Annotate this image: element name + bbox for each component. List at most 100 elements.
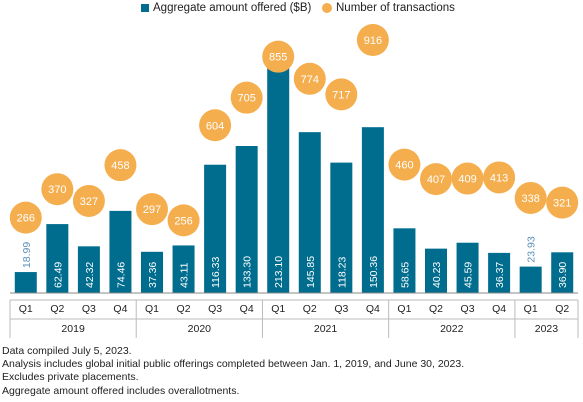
legend: Aggregate amount offered ($B) Number of … <box>0 2 583 18</box>
transaction-bubble <box>136 193 168 226</box>
bar-amount <box>46 224 69 293</box>
quarter-tick-label: Q3 <box>82 303 96 315</box>
amount-label: 118.23 <box>336 257 348 288</box>
amount-label: 133.30 <box>242 256 254 288</box>
amount-label: 40.23 <box>431 262 443 288</box>
transaction-bubble <box>451 162 484 195</box>
bar-amount <box>519 266 542 293</box>
note-3: Excludes private placements. <box>2 371 139 384</box>
transaction-label: 916 <box>364 35 382 47</box>
transaction-bubble <box>167 204 200 237</box>
bar-amount <box>361 127 384 293</box>
bar-amount <box>14 272 37 293</box>
legend-swatch-amount <box>141 4 149 12</box>
transaction-label: 604 <box>206 120 224 132</box>
quarter-tick-label: Q1 <box>271 303 285 315</box>
transaction-bubble <box>356 24 389 56</box>
legend-swatch-transactions <box>322 3 332 13</box>
transaction-bubble <box>388 148 421 181</box>
notes: Data compiled July 5, 2023. Analysis inc… <box>2 345 464 398</box>
amount-label: 37.36 <box>147 262 159 288</box>
transaction-bubble <box>546 186 579 219</box>
amount-label: 18.99 <box>21 242 33 268</box>
transaction-label: 370 <box>48 184 66 196</box>
amount-label: 43.11 <box>179 262 191 288</box>
bar-amount <box>77 246 100 293</box>
legend-label-transactions: Number of transactions <box>336 2 455 14</box>
bar-amount <box>393 228 416 293</box>
bar-amount <box>235 146 258 293</box>
ipo-chart: 18.99 266 Q1 62.49 370 Q2 42.32 327 Q3 74.46 458 Q4… <box>9 24 579 338</box>
quarter-tick-label: Q2 <box>555 303 569 315</box>
transaction-label: 321 <box>553 198 571 210</box>
transaction-label: 717 <box>332 89 350 101</box>
transaction-bubble <box>420 163 452 196</box>
quarter-tick-label: Q3 <box>461 303 475 315</box>
transaction-bubble <box>483 161 516 194</box>
transaction-bubble <box>9 201 42 234</box>
amount-label: 23.93 <box>526 236 538 262</box>
year-group-label: 2021 <box>314 323 338 335</box>
quarter-tick-label: Q2 <box>50 303 64 315</box>
amount-label: 36.90 <box>557 262 569 288</box>
transaction-label: 705 <box>237 93 255 105</box>
quarter-tick-label: Q4 <box>113 303 127 315</box>
quarter-tick-label: Q1 <box>19 303 33 315</box>
transaction-label: 327 <box>80 196 98 208</box>
amount-label: 42.32 <box>84 262 96 288</box>
year-group-label: 2020 <box>188 323 212 335</box>
bar-amount <box>456 242 479 293</box>
amount-label: 213.10 <box>273 256 285 288</box>
transaction-bubble <box>199 109 232 142</box>
quarter-tick-label: Q1 <box>145 303 159 315</box>
bar-amount <box>330 162 353 293</box>
amount-label: 116.33 <box>210 257 222 288</box>
transaction-bubble <box>230 81 263 114</box>
amount-label: 36.37 <box>494 262 506 288</box>
amount-label: 45.59 <box>463 262 475 288</box>
transaction-label: 409 <box>458 174 476 186</box>
quarter-tick-label: Q3 <box>208 303 222 315</box>
year-group-label: 2019 <box>61 323 85 335</box>
bar-amount <box>172 245 195 293</box>
bar-amount <box>267 58 290 293</box>
transaction-label: 458 <box>111 160 129 172</box>
bar-amount <box>141 251 163 293</box>
bar-amount <box>204 164 227 293</box>
bar-amount <box>551 252 574 293</box>
transaction-label: 855 <box>269 52 287 64</box>
quarter-tick-label: Q4 <box>492 303 506 315</box>
note-1: Data compiled July 5, 2023. <box>2 345 132 357</box>
note-2: Analysis includes global initial public … <box>2 358 465 371</box>
amount-label: 150.36 <box>368 256 380 288</box>
transaction-bubble <box>104 149 137 182</box>
quarter-tick-label: Q2 <box>429 303 443 315</box>
year-group-label: 2023 <box>535 323 559 335</box>
transaction-bubble <box>41 173 74 206</box>
transaction-label: 338 <box>521 193 539 205</box>
transaction-bubble <box>293 62 326 95</box>
transaction-bubble <box>72 184 105 217</box>
quarter-tick-label: Q1 <box>524 303 538 315</box>
transaction-bubble <box>262 40 295 73</box>
amount-label: 145.85 <box>305 256 317 288</box>
quarter-tick-label: Q2 <box>177 303 191 315</box>
transaction-label: 297 <box>143 204 161 216</box>
year-group-label: 2022 <box>440 323 464 335</box>
bar-amount <box>488 252 511 293</box>
amount-label: 62.49 <box>52 262 64 288</box>
quarter-tick-label: Q4 <box>240 303 254 315</box>
transaction-label: 774 <box>301 74 319 86</box>
legend-item-amount: Aggregate amount offered ($B) <box>141 2 311 14</box>
quarter-tick-label: Q2 <box>303 303 317 315</box>
amount-label: 58.65 <box>399 262 411 288</box>
note-4: Aggregate amount offered includes overal… <box>2 384 240 397</box>
bar-amount <box>298 132 321 293</box>
transaction-label: 407 <box>427 174 445 186</box>
legend-item-transactions: Number of transactions <box>322 2 455 14</box>
transaction-bubble <box>325 78 358 111</box>
amount-label: 74.46 <box>115 262 127 288</box>
quarter-tick-label: Q4 <box>366 303 380 315</box>
transaction-label: 413 <box>490 172 508 184</box>
transaction-bubble <box>514 181 547 214</box>
